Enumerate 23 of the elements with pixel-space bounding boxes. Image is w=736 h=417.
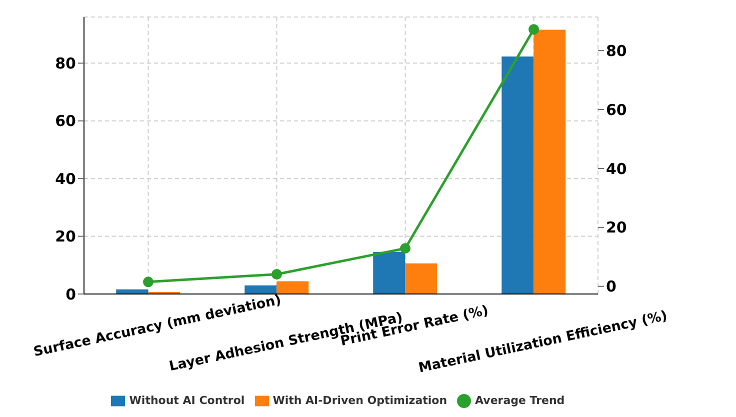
y-tick-label: 80 xyxy=(55,54,76,72)
y2-tick-label: 0 xyxy=(606,278,616,296)
point xyxy=(143,276,154,288)
y-tick-label: 60 xyxy=(55,112,76,130)
y-tick-label: 20 xyxy=(55,228,76,246)
point xyxy=(528,24,539,35)
legend-label: Without AI Control xyxy=(129,394,245,408)
legend-label: Average Trend xyxy=(475,394,565,408)
y2-tick-label: 60 xyxy=(606,100,627,119)
legend-label: With AI-Driven Optimization xyxy=(272,394,448,408)
bar xyxy=(502,56,534,294)
y-tick-label: 40 xyxy=(55,170,76,188)
y2-tick-label: 80 xyxy=(606,42,627,60)
bar xyxy=(373,252,406,294)
bar xyxy=(244,285,277,294)
bar xyxy=(534,30,566,294)
y2-tick-label: 20 xyxy=(606,218,627,237)
y2-tick-label: 40 xyxy=(606,160,627,178)
bar xyxy=(405,263,438,294)
point xyxy=(400,243,410,254)
y-tick-label: 0 xyxy=(66,285,76,304)
point xyxy=(272,269,282,280)
bar xyxy=(276,281,309,294)
